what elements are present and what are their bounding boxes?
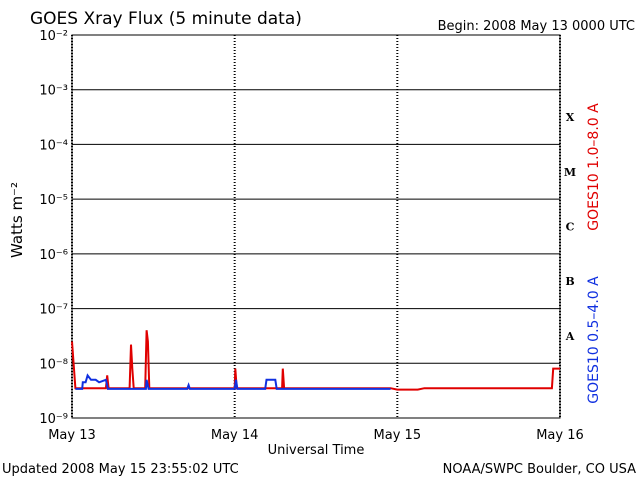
y-tick-label: 10⁻³ <box>39 84 68 99</box>
y-axis-label: Watts m⁻² <box>8 182 26 258</box>
footer-left: Updated 2008 May 15 23:55:02 UTC <box>2 462 239 477</box>
footer-right: NOAA/SWPC Boulder, CO USA <box>443 462 636 477</box>
legend-entry: GOES10 0.5–4.0 A <box>586 276 602 404</box>
y-tick-label: 10⁻⁴ <box>39 138 68 153</box>
y-tick-label: 10⁻⁵ <box>39 193 68 208</box>
x-tick-label: May 15 <box>374 428 422 443</box>
y-tick-label: 10⁻⁷ <box>39 303 68 318</box>
series-line <box>75 373 391 390</box>
y-tick-label: 10⁻⁹ <box>39 412 68 427</box>
x-axis-label: Universal Time <box>268 443 365 458</box>
x-tick-label: May 13 <box>48 428 96 443</box>
x-tick-label: May 16 <box>536 428 584 443</box>
flare-class: M <box>564 166 576 179</box>
y-tick-label: 10⁻² <box>39 29 68 44</box>
y-tick-label: 10⁻⁶ <box>39 248 68 263</box>
flare-class: B <box>565 275 574 288</box>
legend-entry: GOES10 1.0–8.0 A <box>586 103 602 231</box>
chart-title: GOES Xray Flux (5 minute data) <box>30 9 302 29</box>
chart-subtitle: Begin: 2008 May 13 0000 UTC <box>438 19 635 34</box>
x-tick-label: May 14 <box>211 428 259 443</box>
y-tick-label: 10⁻⁸ <box>39 357 68 372</box>
flare-class: X <box>566 111 575 124</box>
flare-class: C <box>566 221 575 234</box>
series-line <box>71 330 560 391</box>
flare-class: A <box>565 330 575 343</box>
